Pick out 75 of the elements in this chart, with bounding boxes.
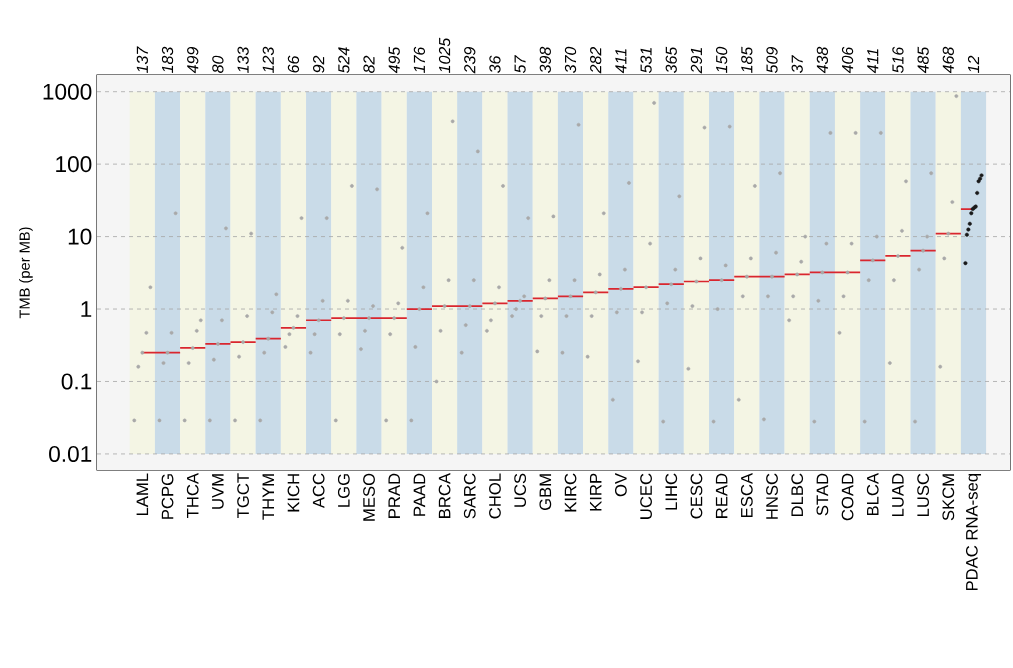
text: 438 [816,46,829,74]
text: 66 [287,55,300,73]
x-tick-label: KIRC [564,473,577,512]
x-tick-label: READ [715,473,728,518]
x-tick-label: KICH [287,474,300,512]
x-tick-label: PCPG [161,474,174,519]
x-tick-label: COAD [841,473,854,521]
text: 37 [791,55,803,74]
x-tick-label: UCS [514,473,527,507]
x-tick-label: LAML [136,473,149,516]
y-tick-label: 100 [56,156,92,173]
text: 411 [867,49,879,74]
text: 82 [363,55,375,73]
text: 185 [741,46,753,73]
text: 291 [690,48,703,74]
y-tick-label: 1 [81,301,92,317]
x-tick-label: DLBC [791,473,804,517]
x-tick-label: KIRP [589,473,602,511]
text: 92 [312,55,325,73]
text: 509 [766,47,778,74]
text: 524 [338,47,350,74]
y-tick-label: 10 [68,228,92,245]
x-tick-label: SARC [463,473,476,519]
text: 499 [187,47,199,74]
text: 468 [942,46,954,74]
x-tick-label: LGG [337,474,350,507]
y-tick-label: 0.01 [49,445,92,462]
text: 406 [841,46,854,74]
text: 176 [413,46,426,73]
x-tick-label: BRCA [438,472,451,518]
x-tick-label: UCEC [640,473,652,519]
x-tick-label: HNSC [766,473,778,519]
x-tick-label: ESCA [740,472,753,517]
x-tick-label: LIHC [665,473,678,510]
x-tick-label: CHOL [489,473,501,519]
x-tick-label: PRAD [388,473,400,518]
text: 516 [892,46,904,74]
x-tick-label: GBM [539,474,552,511]
text: 183 [161,46,174,73]
x-tick-label: UVM [212,474,224,509]
x-tick-label: SKCM [942,474,955,521]
y-tick-label: 1000 [43,83,92,100]
text: 531 [640,48,652,74]
text: 57 [514,55,526,74]
text: 12 [967,55,980,73]
text: 411 [615,49,627,74]
text: 485 [917,46,929,74]
x-tick-label: THYM [262,474,274,520]
x-tick-label: MESO [363,473,375,521]
x-tick-label: CESC [690,473,703,519]
text: 282 [590,46,602,74]
y-axis-title: TMB (per MB) [19,227,33,319]
text: 398 [539,46,551,74]
text: 1025 [438,37,451,73]
x-tick-label: TGCT [237,473,249,518]
x-tick-label: LUSC [917,473,930,517]
text: 80 [212,55,224,73]
text: 133 [237,46,249,73]
text: 495 [388,46,400,74]
text: 370 [564,46,577,74]
text: 239 [464,47,476,74]
x-tick-label: THCA [186,472,199,518]
x-tick-label: PDAC RNA-seq [965,474,982,591]
text: 365 [665,46,677,74]
text: 150 [715,46,728,73]
x-tick-label: ACC [312,473,325,509]
y-tick-label: 0.1 [61,373,92,390]
x-tick-label: OV [614,473,627,497]
x-tick-label: PAAD [413,473,426,516]
text: 137 [136,46,148,73]
text: 123 [262,46,274,73]
x-tick-label: STAD [816,473,829,516]
x-tick-label: BLCA [866,472,879,516]
x-tick-label: LUAD [892,473,904,517]
text: 36 [489,55,501,74]
